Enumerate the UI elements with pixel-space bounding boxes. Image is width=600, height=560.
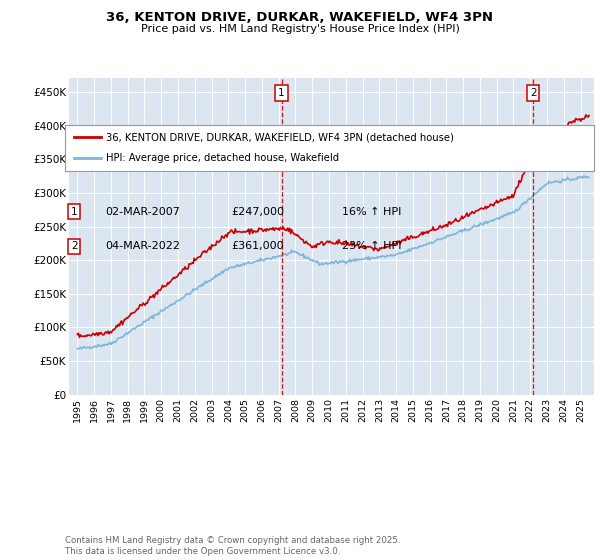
Text: HPI: Average price, detached house, Wakefield: HPI: Average price, detached house, Wake… [106, 153, 339, 164]
Text: £361,000: £361,000 [231, 241, 284, 251]
Text: Price paid vs. HM Land Registry's House Price Index (HPI): Price paid vs. HM Land Registry's House … [140, 24, 460, 34]
Text: 02-MAR-2007: 02-MAR-2007 [105, 207, 180, 217]
Text: 04-MAR-2022: 04-MAR-2022 [105, 241, 180, 251]
Text: Contains HM Land Registry data © Crown copyright and database right 2025.
This d: Contains HM Land Registry data © Crown c… [65, 536, 400, 556]
Text: £247,000: £247,000 [231, 207, 284, 217]
Text: 16% ↑ HPI: 16% ↑ HPI [342, 207, 401, 217]
Text: 1: 1 [71, 207, 77, 217]
Text: 36, KENTON DRIVE, DURKAR, WAKEFIELD, WF4 3PN: 36, KENTON DRIVE, DURKAR, WAKEFIELD, WF4… [107, 11, 493, 24]
Text: 1: 1 [278, 87, 285, 97]
Text: 23% ↑ HPI: 23% ↑ HPI [342, 241, 401, 251]
Text: 2: 2 [530, 87, 536, 97]
Text: 2: 2 [71, 241, 77, 251]
Text: 36, KENTON DRIVE, DURKAR, WAKEFIELD, WF4 3PN (detached house): 36, KENTON DRIVE, DURKAR, WAKEFIELD, WF4… [106, 132, 454, 142]
